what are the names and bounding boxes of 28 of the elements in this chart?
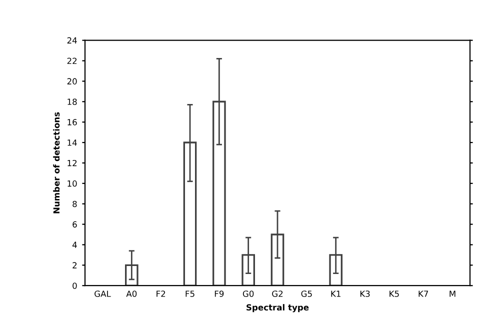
x-tick-label: G2 (272, 290, 283, 297)
y-tick-label: 16 (68, 119, 77, 126)
x-tick-label: A0 (126, 290, 137, 297)
x-tick-label: G5 (301, 290, 312, 297)
y-axis-title: Number of detections (53, 112, 60, 214)
x-tick-label: K5 (390, 290, 399, 297)
x-tick-label: K3 (360, 290, 370, 297)
x-tick-label: F5 (186, 290, 194, 297)
x-tick-label: F2 (156, 290, 166, 297)
y-tick-label: 20 (67, 78, 77, 84)
x-tick-label: M (450, 290, 456, 297)
y-tick-label: 12 (68, 160, 77, 166)
y-tick-label: 10 (68, 180, 77, 187)
y-tick-label: 22 (67, 58, 77, 64)
y-tick-label: 2 (72, 262, 77, 268)
y-tick-label: 0 (72, 282, 77, 289)
y-tick-label: 24 (67, 37, 77, 44)
y-tick-label: 4 (72, 242, 77, 248)
x-tick-label: F9 (214, 290, 224, 297)
y-tick-label: 18 (68, 98, 77, 105)
y-tick-label: 14 (68, 140, 77, 146)
x-tick-label: GAL (94, 290, 111, 297)
y-tick-label: 8 (72, 200, 77, 208)
x-tick-label: K7 (418, 290, 428, 297)
x-tick-label: G0 (242, 290, 254, 297)
y-tick-label: 6 (72, 221, 77, 228)
x-tick-label: K1 (331, 290, 340, 297)
x-axis-title: Spectral type (246, 304, 309, 312)
